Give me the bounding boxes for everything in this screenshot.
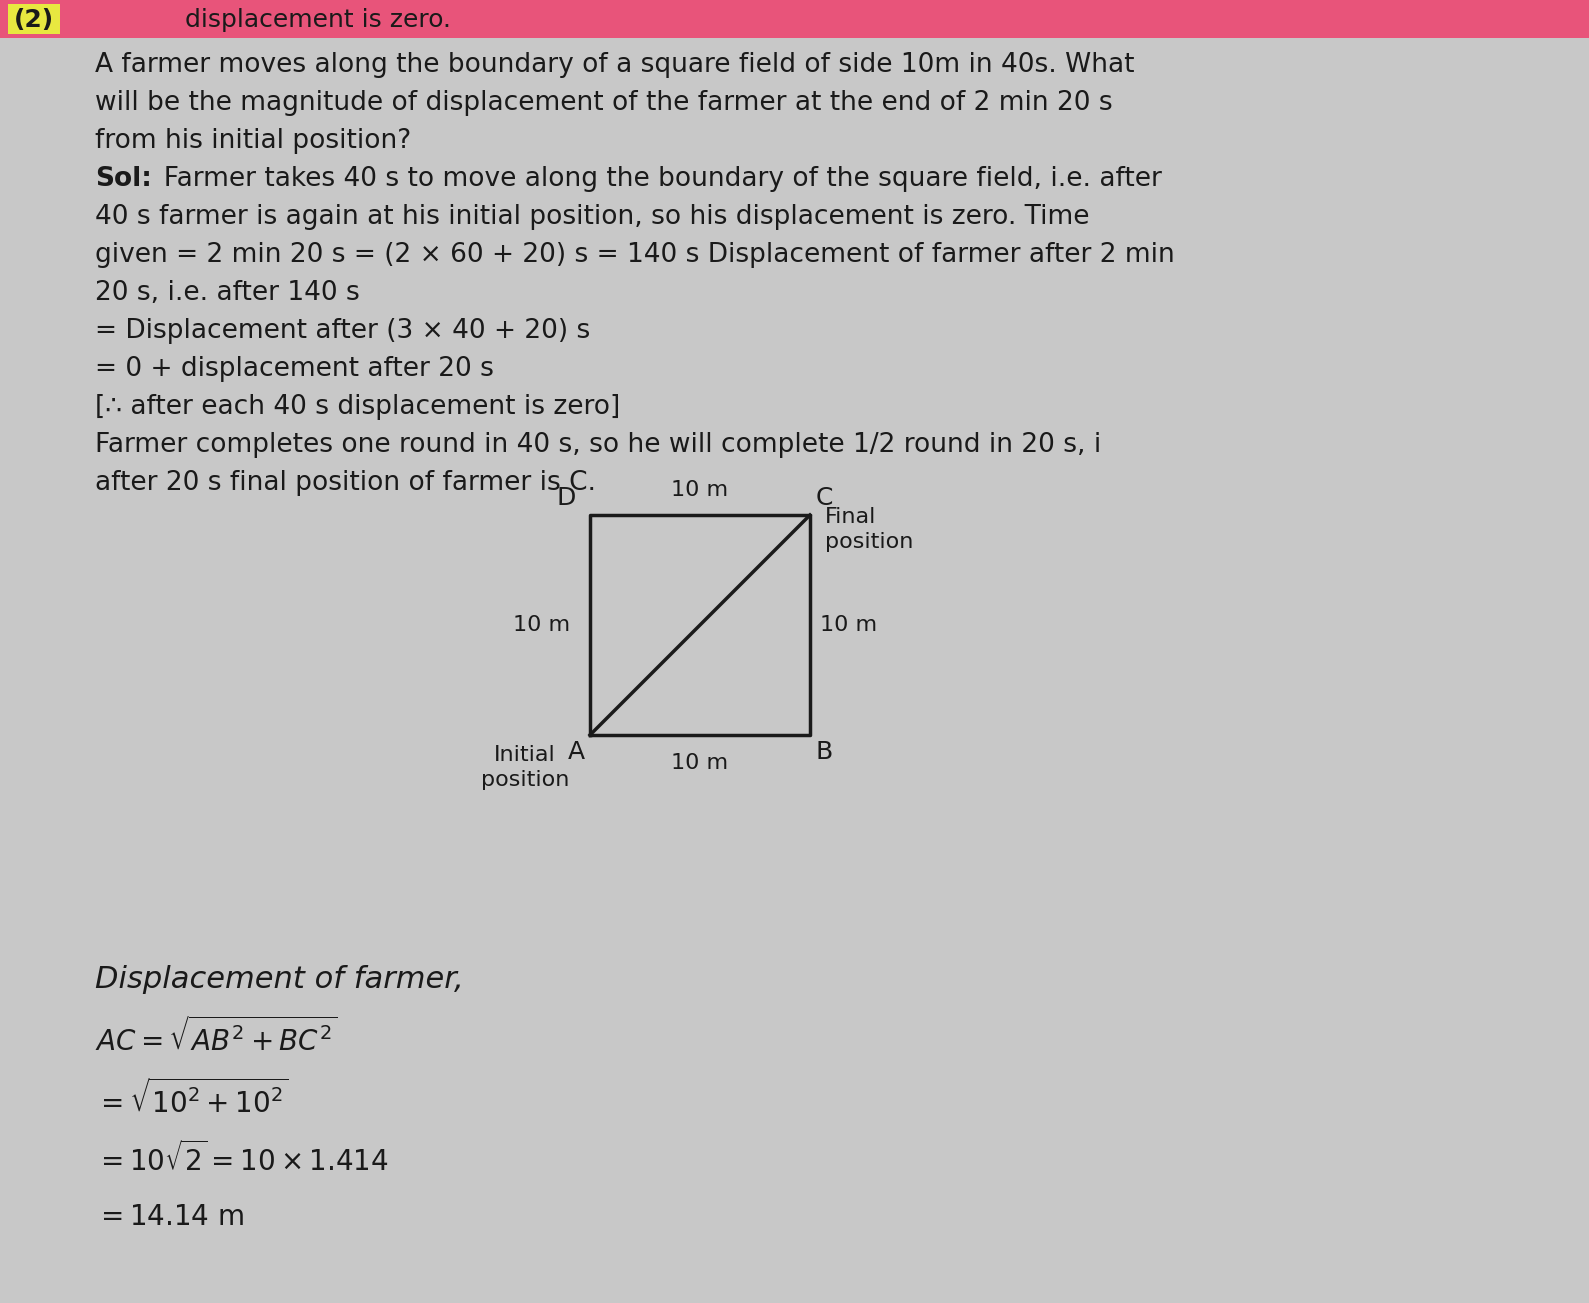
Text: = 0 + displacement after 20 s: = 0 + displacement after 20 s xyxy=(95,356,494,382)
Text: Displacement of farmer,: Displacement of farmer, xyxy=(95,966,464,994)
Text: 40 s farmer is again at his initial position, so his displacement is zero. Time: 40 s farmer is again at his initial posi… xyxy=(95,205,1090,231)
Text: displacement is zero.: displacement is zero. xyxy=(184,8,451,33)
Text: 10 m: 10 m xyxy=(672,480,729,500)
Text: given = 2 min 20 s = (2 × 60 + 20) s = 140 s Displacement of farmer after 2 min: given = 2 min 20 s = (2 × 60 + 20) s = 1… xyxy=(95,242,1174,268)
Bar xyxy=(0,0,1589,38)
Text: (2): (2) xyxy=(14,8,54,33)
Text: Initial
position: Initial position xyxy=(481,745,569,790)
Text: 10 m: 10 m xyxy=(513,615,570,635)
Text: D: D xyxy=(556,486,575,509)
Text: Sol:: Sol: xyxy=(95,165,153,192)
Text: = Displacement after (3 × 40 + 20) s: = Displacement after (3 × 40 + 20) s xyxy=(95,318,590,344)
Text: $= 14.14\ \mathrm{m}$: $= 14.14\ \mathrm{m}$ xyxy=(95,1203,245,1231)
Bar xyxy=(8,4,60,34)
Text: $= \sqrt{10^2 + 10^2}$: $= \sqrt{10^2 + 10^2}$ xyxy=(95,1079,289,1118)
Text: from his initial position?: from his initial position? xyxy=(95,128,412,154)
Text: Final
position: Final position xyxy=(825,507,914,551)
Text: will be the magnitude of displacement of the farmer at the end of 2 min 20 s: will be the magnitude of displacement of… xyxy=(95,90,1112,116)
Text: $AC = \sqrt{AB^2 + BC^2}$: $AC = \sqrt{AB^2 + BC^2}$ xyxy=(95,1018,338,1057)
Text: 10 m: 10 m xyxy=(672,753,729,773)
Text: Farmer completes one round in 40 s, so he will complete 1/2 round in 20 s, i: Farmer completes one round in 40 s, so h… xyxy=(95,433,1101,457)
Text: after 20 s final position of farmer is C.: after 20 s final position of farmer is C… xyxy=(95,470,596,496)
Text: Farmer takes 40 s to move along the boundary of the square field, i.e. after: Farmer takes 40 s to move along the boun… xyxy=(148,165,1162,192)
Text: A farmer moves along the boundary of a square field of side 10m in 40s. What: A farmer moves along the boundary of a s… xyxy=(95,52,1135,78)
Text: [∴ after each 40 s displacement is zero]: [∴ after each 40 s displacement is zero] xyxy=(95,394,620,420)
Text: A: A xyxy=(567,740,585,764)
Text: 20 s, i.e. after 140 s: 20 s, i.e. after 140 s xyxy=(95,280,359,306)
Text: B: B xyxy=(817,740,833,764)
Text: 10 m: 10 m xyxy=(820,615,877,635)
Text: $= 10\sqrt{2} = 10 \times 1.414$: $= 10\sqrt{2} = 10 \times 1.414$ xyxy=(95,1141,389,1177)
Text: C: C xyxy=(817,486,833,509)
